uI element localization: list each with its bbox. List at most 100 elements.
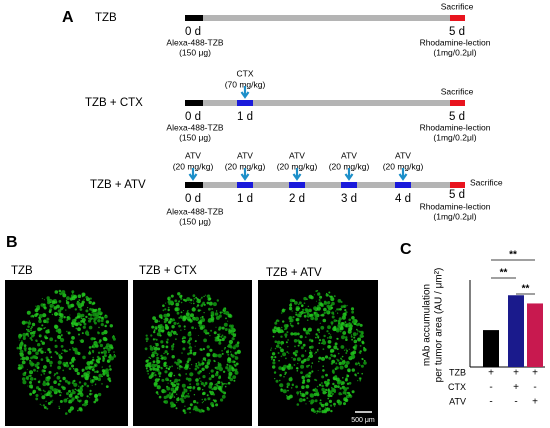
image-label: TZB + ATV	[266, 267, 322, 279]
green-signal	[82, 355, 86, 360]
green-signal	[188, 407, 192, 410]
green-signal	[60, 392, 62, 394]
green-signal	[221, 311, 223, 314]
green-signal	[189, 389, 192, 392]
green-signal	[336, 337, 339, 340]
green-signal	[182, 398, 184, 400]
green-signal	[306, 357, 310, 362]
green-signal	[322, 390, 327, 395]
green-signal	[209, 348, 213, 352]
green-signal	[178, 365, 182, 368]
green-signal	[34, 363, 39, 368]
treatment-mark: +	[532, 368, 538, 379]
start-segment	[185, 15, 203, 21]
green-signal	[285, 341, 288, 344]
green-signal	[32, 316, 35, 318]
green-signal	[309, 313, 313, 317]
green-signal	[94, 370, 97, 373]
green-signal	[310, 408, 315, 412]
end-label: Rhodamine-lection	[420, 201, 491, 211]
green-signal	[65, 300, 68, 302]
treatment-mark: -	[514, 397, 517, 408]
green-signal	[73, 382, 78, 387]
green-signal	[185, 312, 190, 317]
green-signal	[332, 382, 335, 386]
green-signal	[168, 373, 172, 377]
green-signal	[63, 398, 68, 403]
green-signal	[290, 332, 294, 336]
green-signal	[47, 402, 51, 405]
green-signal	[206, 345, 210, 349]
green-signal	[80, 317, 83, 320]
green-signal	[213, 331, 217, 335]
green-signal	[201, 363, 204, 366]
green-signal	[30, 363, 34, 367]
green-signal	[29, 384, 33, 389]
dose-label: ATV	[185, 150, 201, 160]
green-signal	[217, 333, 220, 336]
green-signal	[43, 372, 46, 375]
green-signal	[197, 366, 200, 369]
green-signal	[76, 371, 80, 376]
green-signal	[69, 361, 72, 365]
green-signal	[49, 301, 52, 303]
green-signal	[58, 354, 62, 357]
green-signal	[326, 292, 328, 295]
green-signal	[283, 364, 287, 369]
green-signal	[19, 349, 24, 354]
green-signal	[151, 353, 155, 358]
green-signal	[85, 373, 90, 378]
green-signal	[199, 321, 203, 325]
green-signal	[183, 388, 185, 390]
green-signal	[53, 380, 57, 385]
green-signal	[66, 319, 69, 321]
green-signal	[145, 367, 148, 370]
green-signal	[331, 355, 333, 358]
green-signal	[287, 346, 289, 348]
green-signal	[60, 292, 63, 295]
green-signal	[62, 369, 65, 372]
green-signal	[167, 331, 170, 333]
green-signal	[146, 369, 149, 373]
green-signal	[352, 346, 356, 349]
green-signal	[86, 334, 88, 336]
green-signal	[336, 358, 338, 360]
green-signal	[341, 335, 345, 340]
green-signal	[186, 407, 189, 410]
treatment-mark: +	[532, 397, 538, 408]
green-signal	[354, 362, 358, 366]
green-signal	[79, 399, 82, 402]
green-signal	[221, 383, 224, 386]
green-signal	[176, 311, 180, 315]
green-signal	[321, 375, 325, 379]
green-signal	[105, 320, 110, 324]
green-signal	[204, 294, 207, 296]
green-signal	[200, 380, 202, 383]
green-signal	[71, 336, 75, 340]
green-signal	[217, 362, 220, 364]
green-signal	[79, 308, 83, 311]
green-signal	[360, 330, 364, 335]
green-signal	[37, 366, 40, 369]
green-signal	[183, 395, 186, 398]
green-signal	[48, 298, 53, 304]
green-signal	[197, 309, 201, 312]
green-signal	[330, 348, 335, 353]
green-signal	[82, 325, 86, 329]
green-signal	[236, 349, 241, 354]
green-signal	[42, 389, 45, 392]
day-label: 4 d	[395, 193, 411, 205]
green-signal	[81, 374, 84, 378]
green-signal	[94, 398, 99, 402]
green-signal	[319, 399, 322, 402]
green-signal	[78, 299, 80, 301]
green-signal	[220, 398, 224, 402]
green-signal	[198, 377, 201, 380]
green-signal	[105, 385, 109, 388]
green-signal	[54, 390, 56, 393]
green-signal	[189, 383, 192, 386]
green-signal	[344, 393, 347, 395]
green-signal	[270, 347, 272, 349]
green-signal	[308, 351, 312, 354]
green-signal	[98, 326, 100, 329]
